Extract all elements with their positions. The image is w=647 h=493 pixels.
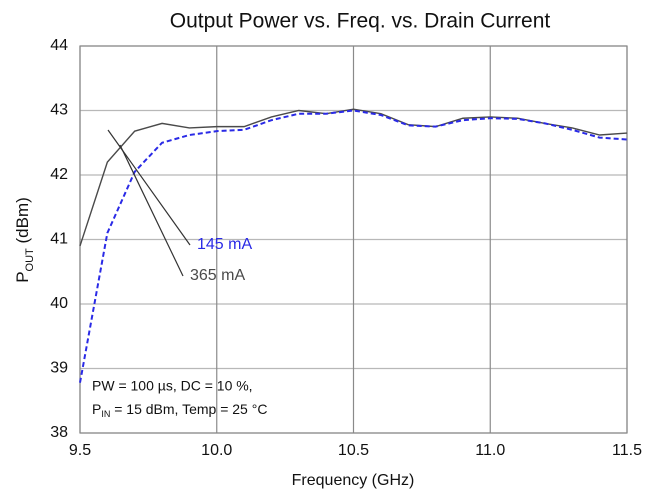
note: PW = 100 µs, DC = 10 %, xyxy=(92,378,253,394)
y-tick-label: 43 xyxy=(50,102,68,119)
y-label-unit: (dBm) xyxy=(13,197,32,248)
y-tick-label: 44 xyxy=(50,37,68,54)
note-main: P xyxy=(92,401,101,417)
series-line xyxy=(79,109,628,383)
note-rest: = 15 dBm, Temp = 25 °C xyxy=(110,401,267,417)
series-label: 365 mA xyxy=(190,267,245,284)
note: PIN = 15 dBm, Temp = 25 °C xyxy=(92,401,267,420)
y-tick-label: 40 xyxy=(50,295,68,312)
x-tick-label: 10.5 xyxy=(338,442,369,459)
y-label-main: P xyxy=(13,271,32,282)
plot-border xyxy=(79,45,628,434)
series-label: 145 mA xyxy=(197,236,252,253)
x-axis-label: Frequency (GHz) xyxy=(292,472,415,489)
y-tick-label: 41 xyxy=(50,231,68,248)
y-tick-label: 38 xyxy=(50,424,68,441)
leader-line xyxy=(107,129,191,246)
y-axis-label: POUT (dBm) xyxy=(13,197,35,283)
note-sub: IN xyxy=(101,409,110,419)
x-tick-label: 11.5 xyxy=(612,442,642,459)
x-tick-label: 10.0 xyxy=(201,442,232,459)
x-tick-label: 9.5 xyxy=(69,442,91,459)
y-tick-label: 39 xyxy=(50,360,68,377)
y-label-sub: OUT xyxy=(24,248,36,272)
x-tick-label: 11.0 xyxy=(475,442,505,459)
chart-title: Output Power vs. Freq. vs. Drain Current xyxy=(170,10,551,33)
y-tick-label: 42 xyxy=(50,166,68,183)
leader-line xyxy=(119,144,184,277)
